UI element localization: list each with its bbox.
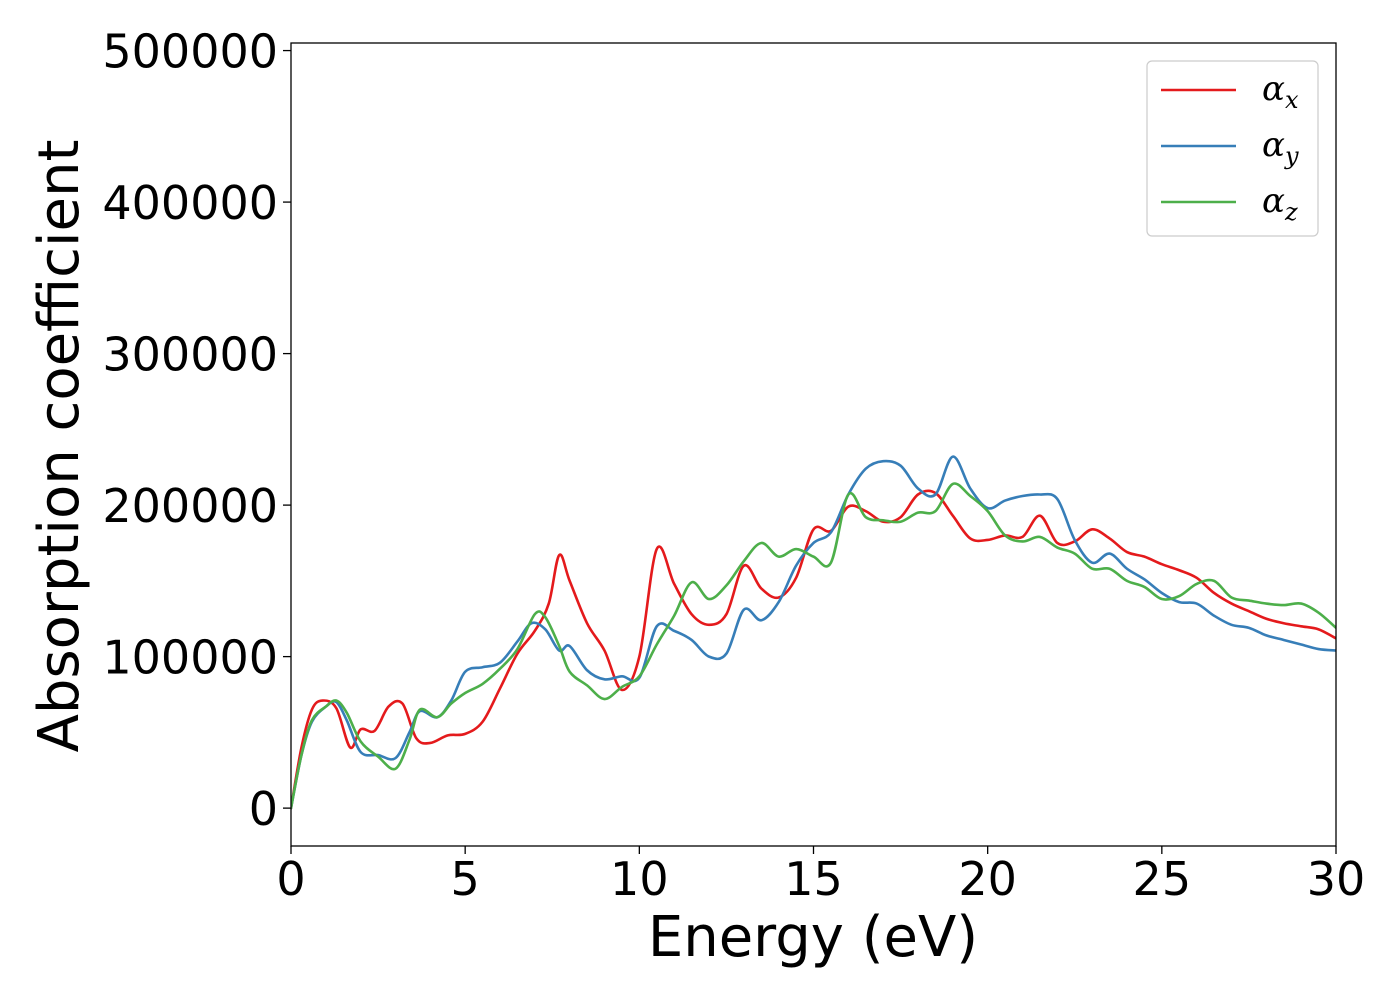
x-tick-label: 30 [1307, 852, 1366, 906]
legend-box [1146, 60, 1319, 237]
x-tick-label: 25 [1133, 852, 1192, 906]
x-axis: 0 5 10 15 20 25 30 [276, 846, 1365, 906]
x-tick-label: 20 [958, 852, 1017, 906]
x-tick-label: 15 [784, 852, 843, 906]
legend-label-z: αz [1262, 181, 1298, 226]
legend-label-base: α [1262, 181, 1285, 221]
legend-label-base: α [1262, 125, 1285, 165]
y-tick-label: 200000 [102, 479, 278, 533]
x-tick-label: 0 [276, 852, 305, 906]
x-tick-label: 5 [451, 852, 480, 906]
y-axis: 0 100000 200000 300000 400000 500000 [102, 25, 291, 836]
y-tick-label: 100000 [102, 631, 278, 685]
x-axis-title: Energy (eV) [648, 905, 978, 970]
legend-label-base: α [1262, 69, 1285, 109]
legend-label-x: αx [1262, 69, 1299, 114]
y-tick-label: 400000 [102, 176, 278, 230]
legend-label-y: αy [1262, 125, 1299, 170]
series-line-x [291, 489, 1336, 810]
y-tick-label: 500000 [102, 25, 278, 79]
series-line-z [291, 482, 1336, 810]
x-tick-label: 10 [610, 852, 669, 906]
y-tick-label: 300000 [102, 328, 278, 382]
series-layer [291, 455, 1336, 810]
legend-label-subscript: z [1284, 198, 1298, 226]
y-axis-title: Absorption coefficient [27, 140, 92, 753]
y-tick-label: 0 [249, 782, 278, 836]
legend-label-subscript: x [1285, 86, 1299, 114]
legend-label-subscript: y [1284, 142, 1299, 170]
